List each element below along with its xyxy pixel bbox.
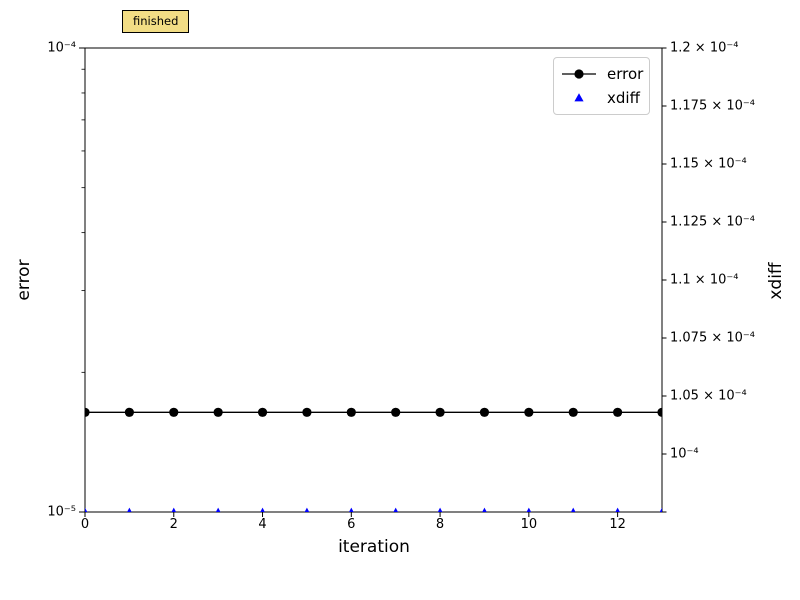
- x-tick-label: 10: [520, 517, 538, 532]
- x-tick-label: 2: [169, 517, 178, 532]
- x-tick-label: 8: [435, 517, 445, 532]
- x-tick-label: 4: [258, 517, 267, 532]
- legend: error xdiff: [553, 57, 650, 115]
- x-tick-label: 0: [80, 517, 90, 532]
- left-axis-title: error: [14, 259, 34, 301]
- x-tick-label: 12: [609, 517, 626, 532]
- right-tick-label: 1.075 × 10⁻⁴: [670, 330, 755, 346]
- legend-label-error: error: [607, 65, 644, 83]
- x-tick-label: 6: [347, 517, 356, 532]
- right-tick-label: 1.15 × 10⁻⁴: [670, 156, 747, 172]
- legend-entry-error: error: [560, 63, 644, 85]
- left-tick-label: 10⁻⁴: [47, 40, 76, 56]
- legend-label-xdiff: xdiff: [607, 89, 640, 107]
- right-tick-label: 10⁻⁴: [670, 446, 699, 462]
- right-tick-label: 1.125 × 10⁻⁴: [670, 214, 755, 230]
- status-badge: finished: [122, 10, 190, 33]
- right-tick-label: 1.1 × 10⁻⁴: [670, 272, 739, 288]
- right-axis-title: xdiff: [766, 262, 786, 300]
- right-tick-label: 1.175 × 10⁻⁴: [670, 98, 755, 114]
- legend-entry-xdiff: xdiff: [560, 87, 641, 109]
- right-tick-label: 1.2 × 10⁻⁴: [670, 40, 739, 56]
- x-axis-title: iteration: [338, 537, 410, 557]
- left-tick-label: 10⁻⁵: [47, 504, 76, 520]
- right-tick-label: 1.05 × 10⁻⁴: [670, 388, 747, 404]
- xdiff-triangle-marker-icon: [574, 93, 584, 102]
- error-line-marker-icon: [562, 69, 596, 79]
